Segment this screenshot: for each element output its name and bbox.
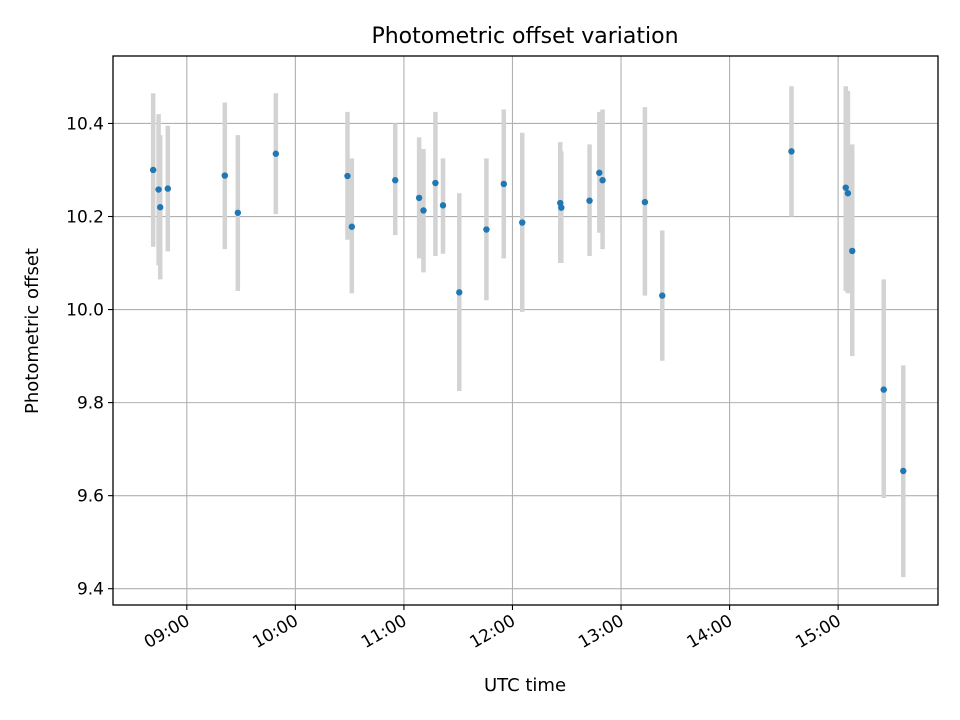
data-point [599,177,606,184]
data-point [155,186,162,193]
data-points [149,148,907,475]
data-point [483,226,490,233]
data-point [558,204,565,211]
data-point [586,197,593,204]
data-point [432,179,439,187]
y-tick-label: 9.4 [77,580,104,600]
data-point [842,184,849,191]
data-point [880,386,887,393]
data-point [344,172,351,180]
y-tick-label: 9.6 [77,487,104,507]
data-point [500,180,507,188]
y-tick-label: 9.8 [77,394,104,414]
data-point [420,207,427,214]
data-point [157,204,164,211]
data-point [900,467,907,475]
data-point [641,198,649,206]
data-point [439,202,447,209]
data-point [849,247,856,255]
data-point [844,190,852,197]
y-tick-label: 10.4 [66,114,104,134]
data-point [221,172,229,179]
data-point [149,166,157,174]
data-point [519,219,526,226]
data-point [596,169,603,176]
grid [113,56,938,605]
y-tick-label: 10.2 [66,208,104,228]
x-axis-label: UTC time [484,675,566,696]
data-point [234,209,242,216]
data-point [415,194,423,202]
data-point [164,185,172,192]
y-tick-label: 10.0 [66,301,104,321]
y-axis-label: Photometric offset [22,248,43,414]
data-point [392,177,399,184]
data-point [788,148,795,155]
axes-frame [112,55,939,606]
data-point [659,292,666,299]
data-point [456,289,463,296]
data-point [272,150,280,157]
chart-title: Photometric offset variation [371,24,678,49]
data-point [348,223,356,230]
